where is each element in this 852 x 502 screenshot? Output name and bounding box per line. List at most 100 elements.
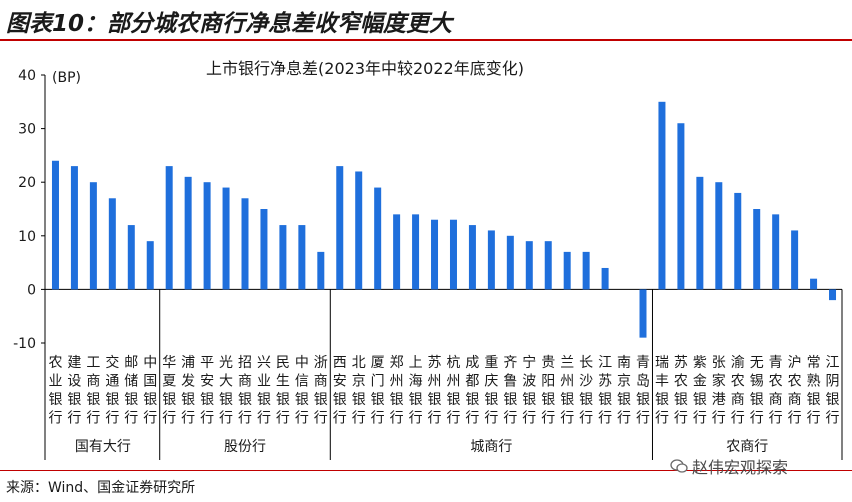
bar <box>241 198 249 290</box>
x-tick-label: 浙商银行 <box>314 355 328 427</box>
x-tick-label: 渝农商行 <box>731 355 745 427</box>
x-tick-label: 宁波银行 <box>522 354 536 427</box>
x-tick-label: 紫金银行 <box>693 355 707 427</box>
x-tick-label: 北京银行 <box>352 355 366 427</box>
x-tick-label: 建设银行 <box>67 355 81 427</box>
x-tick-label: 常熟银行 <box>807 355 821 427</box>
title-divider <box>0 39 852 41</box>
x-tick-label: 南京银行 <box>617 355 631 427</box>
source-note: 来源：Wind、国金证券研究所 <box>6 480 196 496</box>
bar <box>146 241 154 290</box>
bar <box>696 176 704 290</box>
bar <box>506 235 514 290</box>
bar <box>260 209 268 290</box>
group-label: 农商行 <box>726 439 768 455</box>
x-axis-labels: 农业银行建设银行工商银行交通银行邮储银行中国银行华夏银行浦发银行平安银行光大银行… <box>48 354 839 427</box>
x-tick-label: 厦门银行 <box>371 355 385 427</box>
x-tick-label: 工商银行 <box>86 355 100 427</box>
x-tick-label: 青农商行 <box>769 355 783 427</box>
x-tick-label: 瑞丰银行 <box>655 355 669 427</box>
bar <box>715 182 723 290</box>
bar <box>544 241 552 290</box>
x-tick-label: 郑州银行 <box>390 355 404 427</box>
bar <box>525 241 533 290</box>
bar-chart: 上市银行净息差(2023年中较2022年底变化) (BP) -10 0 10 20 30… <box>13 59 843 460</box>
x-tick-label: 交通银行 <box>105 354 119 427</box>
x-tick-label: 招商银行 <box>238 355 252 427</box>
y-tick-label: 0 <box>27 282 36 298</box>
x-tick-label: 江苏银行 <box>598 355 612 427</box>
watermark: 赵伟宏观探索 <box>670 454 788 478</box>
source-divider <box>0 470 852 471</box>
bar <box>829 289 837 301</box>
x-tick-label: 重庆银行 <box>484 355 498 427</box>
x-tick-label: 苏州银行 <box>428 355 442 427</box>
bar <box>658 101 666 290</box>
bar <box>165 166 173 290</box>
x-tick-label: 成都银行 <box>465 355 479 427</box>
x-tick-label: 无锡银行 <box>750 355 764 427</box>
figure-title: 图表10：部分城农商行净息差收窄幅度更大 <box>6 11 453 37</box>
bar <box>51 160 59 290</box>
x-tick-label: 平安银行 <box>200 355 214 427</box>
x-tick-label: 光大银行 <box>219 355 233 427</box>
x-tick-label: 兴业银行 <box>257 355 271 427</box>
bar <box>336 166 344 290</box>
x-tick-label: 浦发银行 <box>181 355 195 427</box>
x-tick-label: 沪农商行 <box>788 355 802 427</box>
x-tick-label: 长沙银行 <box>579 355 593 427</box>
bar <box>791 230 799 290</box>
bar <box>468 225 476 290</box>
bar <box>772 214 780 290</box>
bar-series <box>51 101 837 338</box>
group-label: 国有大行 <box>75 439 131 455</box>
x-tick-label: 中信银行 <box>295 355 309 427</box>
bar <box>449 219 457 290</box>
bar <box>203 182 211 290</box>
watermark-text: 赵伟宏观探索 <box>692 458 789 477</box>
bar <box>753 209 761 290</box>
x-tick-label: 江阴银行 <box>826 355 840 427</box>
x-tick-label: 西安银行 <box>333 355 347 427</box>
x-tick-label: 青岛银行 <box>636 355 650 427</box>
bar <box>677 123 685 290</box>
x-tick-label: 民生银行 <box>276 355 290 427</box>
x-tick-label: 贵阳银行 <box>541 355 555 427</box>
bar <box>487 230 495 290</box>
y-tick-label: 20 <box>18 175 36 191</box>
x-tick-label: 苏农银行 <box>674 355 688 427</box>
bar <box>374 187 382 290</box>
x-tick-label: 齐鲁银行 <box>503 355 517 427</box>
bar <box>601 267 609 290</box>
x-tick-label: 华夏银行 <box>162 355 176 427</box>
bar <box>89 182 97 290</box>
bar <box>222 187 230 290</box>
bar <box>108 198 116 290</box>
x-tick-label: 上海银行 <box>409 355 423 427</box>
bar <box>412 214 420 290</box>
bar <box>582 251 590 290</box>
x-tick-label: 邮储银行 <box>124 355 138 427</box>
wechat-icon <box>670 459 688 473</box>
x-tick-label: 中国银行 <box>143 355 157 427</box>
y-axis-unit-label: (BP) <box>52 70 81 86</box>
bar <box>734 192 742 290</box>
group-label: 股份行 <box>224 439 266 455</box>
bar <box>639 289 647 338</box>
group-label: 城商行 <box>470 439 512 455</box>
y-tick-label: 30 <box>18 122 36 138</box>
x-tick-label: 兰州银行 <box>560 355 574 427</box>
bar <box>355 171 363 290</box>
bar <box>810 278 818 290</box>
bar <box>298 225 306 290</box>
y-axis: -10 0 10 20 30 40 <box>13 68 842 352</box>
bar <box>317 251 325 290</box>
bar <box>184 176 192 290</box>
x-tick-label: 张家港行 <box>712 355 726 427</box>
group-labels: 国有大行 股份行 城商行 农商行 <box>44 289 843 460</box>
bar <box>70 166 78 290</box>
bar <box>393 214 401 290</box>
bar <box>431 219 439 290</box>
chart-title: 上市银行净息差(2023年中较2022年底变化) <box>206 59 524 78</box>
bar <box>563 251 571 290</box>
